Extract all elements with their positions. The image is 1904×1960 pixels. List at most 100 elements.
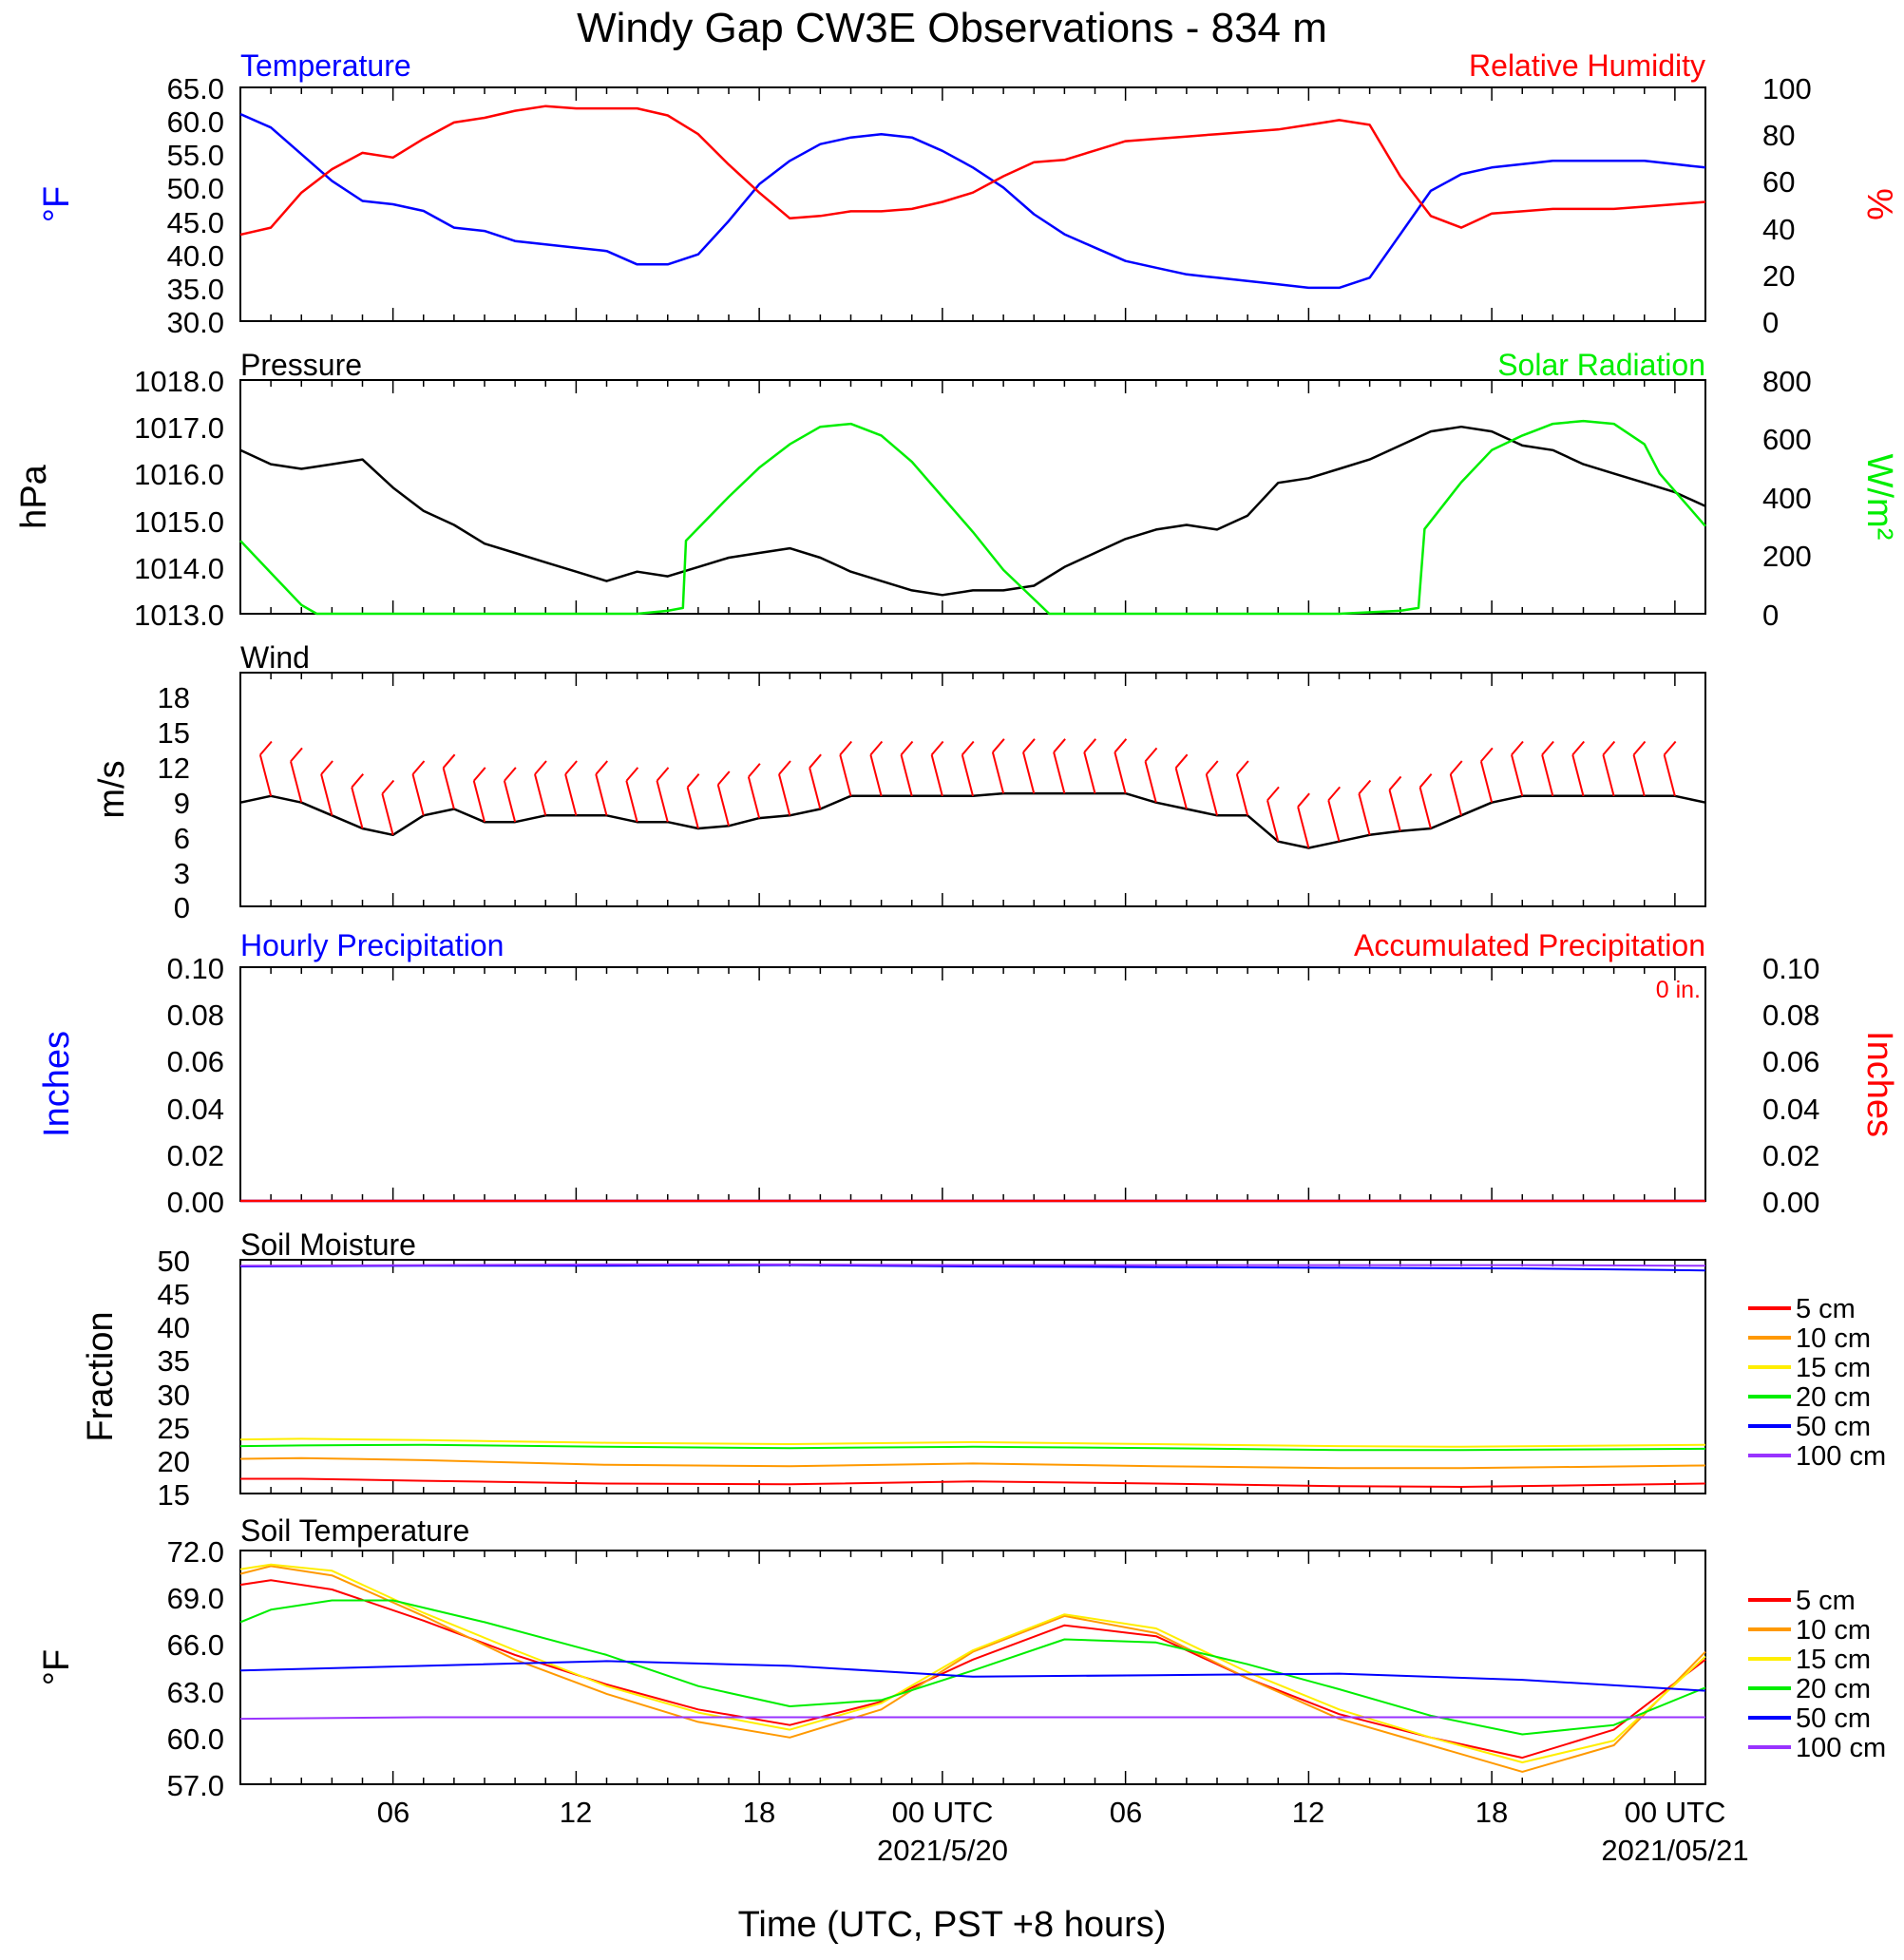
- legend-label: 50 cm: [1796, 1412, 1871, 1442]
- pressure-tick-label: 1017.0: [134, 411, 224, 445]
- series-line-wind-speed: [239, 791, 1706, 849]
- x-tick-label: 06: [1110, 1796, 1142, 1829]
- wind-barb-flag: [1022, 738, 1036, 753]
- wind-barb: [1449, 773, 1462, 816]
- wind-barb: [961, 754, 974, 797]
- wind-barb-flag: [1358, 779, 1372, 795]
- wind-barb: [839, 754, 852, 797]
- series-line-10-cm: [239, 1456, 1706, 1470]
- wind-barb: [900, 754, 913, 797]
- wind-barb: [595, 773, 608, 816]
- soil-temperature-panel: Soil Temperature °F 72.0 69.0 66.0 63.0 …: [37, 1513, 1886, 1802]
- accumulated-precip-tick-label: 0.08: [1762, 999, 1819, 1032]
- wind-panel: Wind m/s 18 15 12 9 6 3 0: [92, 640, 1706, 924]
- x-axis: 06 12 18 00 UTC 06 12 18 00 UTC 2021/5/2…: [377, 1796, 1749, 1945]
- soil-moisture-title: Soil Moisture: [240, 1227, 416, 1262]
- wind-barb: [1205, 773, 1218, 816]
- legend-label: 5 cm: [1796, 1586, 1856, 1616]
- wind-barb: [442, 767, 455, 809]
- temperature-plot: [239, 87, 1706, 321]
- wind-barb-flag: [900, 740, 914, 756]
- wind-barb-flag: [1602, 740, 1616, 756]
- wind-barb: [747, 776, 761, 819]
- solar-tick-label: 0: [1762, 599, 1779, 632]
- wind-barb-flag: [930, 740, 944, 756]
- wind-panel-frame: [239, 672, 1706, 907]
- wind-tick-label: 0: [174, 891, 190, 924]
- humidity-title: Relative Humidity: [1469, 48, 1705, 83]
- wind-barb-flag: [1174, 753, 1189, 769]
- chart-title: Windy Gap CW3E Observations - 834 m: [577, 5, 1327, 51]
- series-line-15-cm: [239, 1563, 1706, 1763]
- wind-tick-label: 9: [174, 787, 190, 820]
- humidity-unit: %: [1859, 188, 1899, 220]
- soil-moisture-plot: [239, 1260, 1706, 1494]
- wind-barb-flag: [961, 740, 975, 756]
- hourly-precip-unit: Inches: [37, 1031, 77, 1137]
- wind-barb-flag: [442, 753, 456, 769]
- wind-barb-flag: [839, 740, 853, 756]
- wind-barb: [716, 784, 730, 827]
- solar-tick-label: 800: [1762, 365, 1812, 398]
- wind-barb: [351, 787, 364, 829]
- temperature-title: Temperature: [240, 48, 411, 83]
- solar-tick-label: 600: [1762, 423, 1812, 456]
- x-date-label: 2021/05/21: [1601, 1834, 1748, 1867]
- series-line-15-cm: [239, 1437, 1706, 1448]
- legend-label: 15 cm: [1796, 1353, 1871, 1383]
- wind-axis-ticks: 18 15 12 9 6 3 0: [158, 681, 190, 924]
- pressure-title: Pressure: [240, 348, 362, 382]
- wind-barb: [503, 780, 517, 823]
- accumulated-precip-tick-label: 0.06: [1762, 1045, 1819, 1078]
- legend-label: 10 cm: [1796, 1323, 1871, 1354]
- soil-moisture-axis-ticks: 50 45 40 35 30 25 20 15: [158, 1245, 190, 1512]
- wind-barb-flag: [1205, 760, 1219, 775]
- soil-temperature-unit: °F: [37, 1649, 77, 1685]
- soil-temperature-plot: [239, 1551, 1706, 1784]
- wind-barb-flag: [1511, 740, 1524, 756]
- x-tick-label: 00 UTC: [1625, 1796, 1726, 1829]
- wind-tick-label: 15: [158, 716, 190, 750]
- hourly-precip-tick-label: 0.08: [167, 999, 224, 1032]
- wind-barb-flag: [656, 767, 670, 782]
- humidity-tick-label: 60: [1762, 165, 1795, 199]
- pressure-tick-label: 1014.0: [134, 552, 224, 585]
- humidity-tick-label: 0: [1762, 306, 1779, 339]
- wind-barb: [1571, 754, 1585, 797]
- wind-barb-flag: [411, 760, 426, 775]
- wind-barb-flag: [1297, 792, 1310, 808]
- temperature-tick-label: 55.0: [167, 139, 224, 172]
- legend-label: 5 cm: [1796, 1294, 1856, 1324]
- soil-temperature-tick-label: 72.0: [167, 1535, 224, 1569]
- accumulated-precip-tick-label: 0.04: [1762, 1093, 1819, 1126]
- solar-tick-label: 200: [1762, 540, 1812, 573]
- wind-barb-flag: [1236, 760, 1249, 775]
- temperature-tick-label: 30.0: [167, 306, 224, 339]
- soil-temperature-tick-label: 63.0: [167, 1676, 224, 1709]
- pressure-tick-label: 1013.0: [134, 599, 224, 632]
- wind-barb-flag: [472, 767, 486, 782]
- soil-moisture-unit: Fraction: [81, 1311, 121, 1441]
- accumulated-precip-tick-label: 0.00: [1762, 1186, 1819, 1219]
- wind-barb: [472, 780, 486, 823]
- soil-temperature-tick-label: 66.0: [167, 1628, 224, 1662]
- wind-barb: [411, 773, 425, 816]
- wind-barb: [564, 773, 578, 816]
- accumulated-precip-unit: Inches: [1859, 1031, 1899, 1137]
- series-line-100-cm: [239, 1716, 1705, 1721]
- soil-temperature-tick-label: 57.0: [167, 1769, 224, 1802]
- wind-barb: [1327, 800, 1341, 842]
- wind-barb-flag: [504, 767, 517, 782]
- wind-barb-flag: [1266, 786, 1280, 802]
- soil-moisture-tick-label: 20: [158, 1445, 190, 1478]
- wind-title: Wind: [240, 640, 310, 675]
- temperature-tick-label: 65.0: [167, 72, 224, 105]
- wind-barb: [1114, 752, 1127, 794]
- wind-barb: [809, 767, 822, 809]
- series-line-pressure: [239, 425, 1706, 597]
- x-axis-label: Time (UTC, PST +8 hours): [738, 1905, 1167, 1945]
- wind-barb-flag: [381, 779, 395, 795]
- x-tick-label: 12: [560, 1796, 592, 1829]
- wind-barb-flag: [809, 753, 822, 769]
